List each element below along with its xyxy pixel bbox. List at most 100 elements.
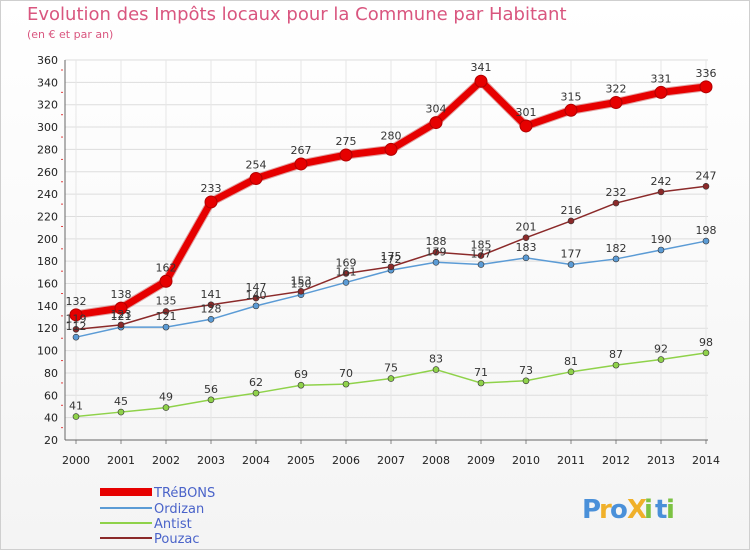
data-point (477, 261, 485, 268)
data-point (252, 389, 260, 397)
logo-letter: X (627, 495, 647, 525)
data-label: 216 (561, 204, 582, 217)
data-point (522, 254, 530, 262)
data-label: 179 (426, 245, 447, 258)
y-tick-label: 200 (37, 233, 58, 246)
data-label: 69 (294, 368, 308, 381)
data-point (612, 199, 620, 207)
data-point (657, 356, 665, 363)
data-point (432, 258, 440, 266)
x-tick-label: 2013 (647, 454, 675, 467)
x-tick-label: 2010 (512, 454, 540, 467)
logo-letter: i (666, 495, 675, 525)
data-point (72, 326, 80, 333)
data-label: 341 (471, 61, 492, 74)
y-tick-label: 280 (37, 143, 58, 156)
data-point (204, 195, 218, 209)
data-label: 172 (381, 253, 402, 266)
data-label: 247 (696, 169, 717, 182)
data-point (522, 234, 530, 242)
data-label: 75 (384, 362, 398, 375)
data-label: 275 (336, 135, 357, 148)
x-tick-label: 2009 (467, 454, 495, 467)
data-label: 315 (561, 90, 582, 103)
data-label: 304 (426, 103, 447, 116)
data-point (207, 396, 215, 404)
data-label: 336 (696, 67, 717, 80)
data-point (612, 361, 620, 369)
logo-letter: i (644, 495, 653, 525)
data-label: 132 (66, 295, 87, 308)
series-layer (69, 74, 713, 420)
x-tick-label: 2004 (242, 454, 270, 467)
data-label: 112 (66, 320, 87, 333)
data-label: 41 (69, 400, 83, 413)
data-point (702, 349, 710, 357)
data-point (69, 308, 83, 322)
data-label: 177 (471, 248, 492, 261)
data-label: 98 (699, 336, 713, 349)
data-label: 331 (651, 72, 672, 85)
y-tick-label: 80 (44, 367, 58, 380)
data-point (567, 368, 575, 376)
y-tick-label: 60 (44, 389, 58, 402)
legend-label-antist: Antist (154, 517, 192, 532)
x-tick-label: 2002 (152, 454, 180, 467)
data-label: 201 (516, 221, 537, 234)
data-point (207, 315, 215, 323)
data-label: 92 (654, 343, 668, 356)
data-point (387, 375, 395, 382)
y-tick-label: 320 (37, 99, 58, 112)
data-point (657, 188, 665, 196)
y-tick-label: 360 (37, 54, 58, 67)
data-point (252, 294, 260, 302)
x-tick-label: 2014 (692, 454, 720, 467)
data-label: 254 (246, 158, 267, 171)
data-label: 177 (561, 248, 582, 261)
data-label: 121 (111, 310, 132, 323)
data-point (432, 366, 440, 373)
data-point (702, 182, 710, 190)
data-point (519, 119, 533, 133)
data-point (387, 263, 395, 271)
x-tick-label: 2012 (602, 454, 630, 467)
logo-letter: P (582, 495, 601, 525)
data-label: 73 (519, 364, 533, 377)
data-label: 138 (111, 288, 132, 301)
data-point (162, 404, 170, 411)
data-label: 190 (651, 233, 672, 246)
x-tick-label: 2001 (107, 454, 135, 467)
data-label: 242 (651, 175, 672, 188)
data-label: 71 (474, 366, 488, 379)
data-point (342, 279, 350, 286)
data-label: 147 (246, 281, 267, 294)
data-label: 141 (201, 288, 222, 301)
data-label: 81 (564, 355, 578, 368)
data-point (654, 85, 668, 99)
data-point (477, 379, 485, 387)
data-label: 188 (426, 235, 447, 248)
data-label: 83 (429, 353, 443, 366)
y-tick-label: 100 (37, 345, 58, 358)
x-tick-label: 2008 (422, 454, 450, 467)
data-point (114, 301, 128, 315)
y-tick-label: 340 (37, 76, 58, 89)
data-point (339, 148, 353, 162)
data-label: 233 (201, 182, 222, 195)
data-point (429, 116, 443, 130)
data-point (699, 80, 713, 94)
y-tick-label: 300 (37, 121, 58, 134)
data-label: 56 (204, 383, 218, 396)
data-point (297, 288, 305, 295)
data-point (657, 246, 665, 254)
data-point (117, 408, 125, 416)
data-point (117, 321, 125, 329)
y-tick-label: 140 (37, 300, 58, 313)
data-point (567, 217, 575, 225)
data-point (207, 301, 215, 309)
data-label: 49 (159, 391, 173, 404)
data-label: 45 (114, 395, 128, 408)
axes: 20 40 60 80 100 120 140 160 180 200 220 240 260 280 30… (37, 54, 720, 467)
